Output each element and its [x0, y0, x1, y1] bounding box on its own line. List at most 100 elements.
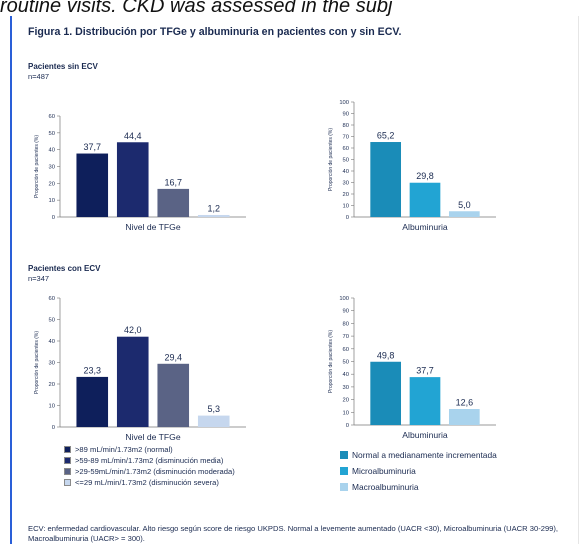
y-axis-label: Proporción de pacientes (%): [328, 330, 334, 393]
y-tick-label: 0: [346, 423, 349, 429]
data-label: 29,4: [164, 352, 182, 362]
y-tick-label: 40: [49, 339, 55, 345]
data-label: 16,7: [164, 177, 182, 187]
bar: [157, 363, 190, 427]
data-label: 5,3: [207, 404, 220, 414]
legend-swatch: [64, 468, 71, 475]
data-label: 29,8: [416, 171, 434, 181]
data-label: 44,4: [124, 131, 142, 141]
y-tick-label: 0: [52, 215, 55, 221]
y-tick-label: 10: [343, 204, 349, 210]
y-tick-label: 60: [49, 296, 55, 302]
legend-label: Microalbuminuria: [352, 466, 416, 476]
y-tick-label: 50: [343, 158, 349, 164]
y-axis-label: Proporción de pacientes (%): [34, 135, 40, 198]
bar: [116, 142, 149, 217]
legend-swatch: [64, 479, 71, 486]
top-caption: routine visits. CKD was assessed in the …: [0, 0, 393, 17]
legend-swatch: [340, 467, 348, 475]
bar: [409, 377, 441, 425]
bar: [409, 182, 441, 217]
y-tick-label: 50: [49, 131, 55, 137]
data-label: 5,0: [458, 200, 471, 210]
legend-item: Macroalbuminuria: [340, 479, 497, 495]
data-label: 37,7: [83, 142, 101, 152]
y-tick-label: 70: [343, 135, 349, 141]
data-label: 23,3: [83, 365, 101, 375]
group-title-con-ecv: Pacientes con ECV: [28, 264, 101, 273]
data-label: 65,2: [377, 131, 395, 141]
legend-item: >59-89 mL/min/1.73m2 (disminución media): [64, 455, 235, 466]
y-axis-label: Proporción de pacientes (%): [34, 331, 40, 394]
y-tick-label: 10: [49, 198, 55, 204]
y-tick-label: 60: [343, 347, 349, 353]
y-tick-label: 20: [49, 382, 55, 388]
y-tick-label: 60: [343, 146, 349, 152]
legend-label: Normal a medianamente incrementada: [352, 450, 497, 460]
y-tick-label: 30: [343, 181, 349, 187]
group-title-sin-ecv: Pacientes sin ECV: [28, 62, 98, 71]
y-tick-label: 40: [49, 148, 55, 154]
x-axis-label: Nivel de TFGe: [125, 222, 180, 232]
legend-label: <=29 mL/min/1.73m2 (disminución severa): [75, 478, 219, 487]
y-tick-label: 20: [343, 398, 349, 404]
y-axis-label: Proporción de pacientes (%): [328, 128, 334, 191]
legend-item: >29-59mL/min/1.73m2 (disminución moderad…: [64, 466, 235, 477]
y-tick-label: 100: [339, 296, 349, 302]
y-tick-label: 80: [343, 321, 349, 327]
figure-panel: Figura 1. Distribución por TFGe y albumi…: [10, 16, 579, 544]
bar: [76, 153, 109, 217]
y-tick-label: 30: [343, 385, 349, 391]
chart-tfge-sin-ecv: Proporción de pacientes (%) 0 10 20 30 40 50 60…: [34, 114, 246, 232]
legend-swatch: [340, 451, 348, 459]
chart-tfge-con-ecv: Proporción de pacientes (%) 0 10 20 30 40 50 60…: [34, 296, 246, 442]
chart-albuminuria-con-ecv: Proporción de pacientes (%) 0 10 20 30 40 50 60…: [328, 296, 496, 440]
bar: [448, 408, 480, 425]
bar: [116, 336, 149, 427]
group-n-con-ecv: n=347: [28, 274, 50, 283]
y-tick-label: 0: [346, 215, 349, 221]
y-tick-label: 20: [343, 192, 349, 198]
y-tick-label: 30: [49, 165, 55, 171]
y-tick-label: 40: [343, 169, 349, 175]
bar: [370, 142, 402, 217]
legend-label: Macroalbuminuria: [352, 482, 419, 492]
legend-label: >29-59mL/min/1.73m2 (disminución moderad…: [75, 467, 235, 476]
y-tick-label: 30: [49, 361, 55, 367]
legend-swatch: [64, 457, 71, 464]
legend-item: Normal a medianamente incrementada: [340, 447, 497, 463]
y-tick-label: 80: [343, 123, 349, 129]
x-axis-label: Albuminuria: [402, 222, 448, 232]
legend-swatch: [340, 483, 348, 491]
y-tick-label: 20: [49, 181, 55, 187]
legend-swatch: [64, 446, 71, 453]
y-tick-label: 60: [49, 114, 55, 120]
y-tick-label: 40: [343, 372, 349, 378]
x-axis-label: Nivel de TFGe: [125, 432, 180, 442]
y-tick-label: 0: [52, 425, 55, 431]
data-label: 49,8: [377, 350, 395, 360]
y-tick-label: 100: [339, 100, 349, 106]
legend-label: >89 mL/min/1.73m2 (normal): [75, 445, 173, 454]
bar: [370, 361, 402, 425]
legend-label: >59-89 mL/min/1.73m2 (disminución media): [75, 456, 224, 465]
footnote: ECV: enfermedad cardiovascular. Alto rie…: [28, 524, 559, 543]
y-tick-label: 50: [343, 360, 349, 366]
bar: [448, 211, 480, 217]
legend-item: Microalbuminuria: [340, 463, 497, 479]
legend-item: <=29 mL/min/1.73m2 (disminución severa): [64, 477, 235, 488]
y-tick-label: 70: [343, 334, 349, 340]
legend-albuminuria: Normal a medianamente incrementada Micro…: [340, 447, 497, 495]
legend-item: >89 mL/min/1.73m2 (normal): [64, 444, 235, 455]
y-tick-label: 90: [343, 112, 349, 118]
bar: [197, 214, 230, 217]
y-tick-label: 50: [49, 318, 55, 324]
group-n-sin-ecv: n=487: [28, 72, 50, 81]
data-label: 12,6: [456, 397, 474, 407]
data-label: 37,7: [416, 366, 434, 376]
legend-tfge: >89 mL/min/1.73m2 (normal) >59-89 mL/min…: [64, 444, 235, 488]
bar: [157, 188, 190, 217]
y-tick-label: 10: [343, 410, 349, 416]
data-label: 42,0: [124, 325, 142, 335]
chart-albuminuria-sin-ecv: Proporción de pacientes (%) 0 10 20 30 40 50 60…: [328, 100, 496, 232]
